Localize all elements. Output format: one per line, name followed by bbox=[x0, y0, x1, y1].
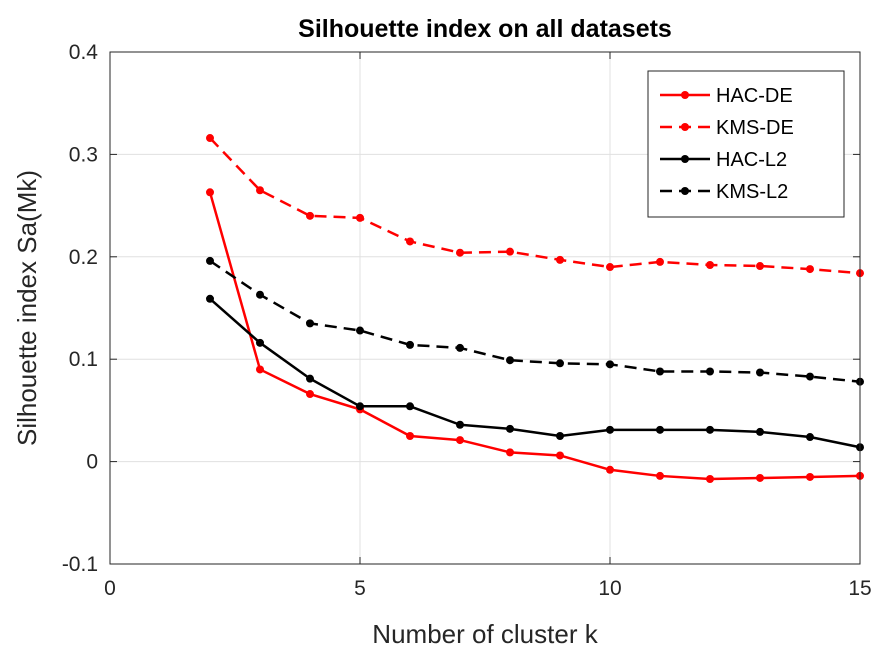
data-point-hac-l2 bbox=[406, 402, 414, 411]
data-point-hac-l2 bbox=[206, 294, 214, 303]
data-point-kms-l2 bbox=[256, 290, 264, 299]
data-point-hac-de bbox=[806, 472, 814, 481]
series-line-hac-de bbox=[208, 191, 861, 481]
data-point-hac-l2 bbox=[806, 433, 814, 442]
data-point-hac-de bbox=[256, 365, 264, 374]
legend-item-hac-l2: HAC-L2 bbox=[660, 149, 787, 171]
data-point-hac-l2 bbox=[306, 374, 314, 383]
data-point-hac-l2 bbox=[706, 425, 714, 434]
data-point-kms-l2 bbox=[506, 356, 514, 365]
legend-marker-kms-l2 bbox=[681, 187, 689, 195]
data-point-kms-l2 bbox=[756, 368, 764, 377]
data-point-kms-l2 bbox=[306, 319, 314, 328]
axis-ticks: 0 5 10 15 -0.1 0 0.1 0.2 0.3 0.4 bbox=[62, 41, 872, 600]
data-point-kms-de bbox=[606, 263, 614, 272]
data-point-kms-de bbox=[656, 257, 664, 266]
legend-marker-kms-de bbox=[681, 123, 689, 131]
data-point-hac-l2 bbox=[556, 432, 564, 440]
data-point-hac-de bbox=[606, 465, 614, 474]
data-point-hac-de bbox=[556, 451, 564, 460]
data-point-kms-l2 bbox=[356, 326, 364, 335]
data-point-kms-l2 bbox=[606, 360, 614, 369]
series-kms-l2 bbox=[206, 256, 864, 386]
plot-frame bbox=[109, 51, 861, 565]
data-point-kms-de bbox=[306, 211, 314, 220]
legend-marker-hac-l2 bbox=[681, 155, 689, 163]
series-line-kms-l2 bbox=[209, 259, 861, 383]
data-point-kms-de bbox=[506, 247, 514, 256]
x-axis-label: Number of cluster k bbox=[372, 619, 598, 649]
data-point-hac-de bbox=[406, 432, 414, 440]
data-point-kms-de bbox=[206, 134, 214, 143]
x-tick-label: 15 bbox=[848, 577, 871, 600]
legend-item-kms-l2: KMS-L2 bbox=[660, 181, 788, 203]
chart-title: Silhouette index on all datasets bbox=[298, 15, 672, 43]
legend-item-hac-de: HAC-DE bbox=[660, 85, 793, 107]
legend: HAC-DE KMS-DE HAC-L2 KMS-L2 bbox=[647, 70, 845, 218]
data-point-hac-l2 bbox=[256, 338, 264, 347]
series-line-kms-de bbox=[209, 137, 861, 275]
data-point-hac-l2 bbox=[456, 420, 464, 429]
legend-label-kms-l2: KMS-L2 bbox=[716, 181, 788, 203]
data-point-hac-de bbox=[306, 390, 314, 399]
data-point-kms-de bbox=[756, 262, 764, 271]
legend-label-hac-de: HAC-DE bbox=[716, 85, 793, 107]
data-point-kms-de bbox=[356, 213, 364, 222]
data-point-hac-de bbox=[506, 448, 514, 457]
data-point-kms-de bbox=[706, 260, 714, 269]
data-point-hac-l2 bbox=[656, 425, 664, 434]
data-point-hac-de bbox=[456, 436, 464, 445]
series-line-hac-l2 bbox=[209, 297, 861, 449]
y-axis-label: Silhouette index Sa(Mk) bbox=[12, 170, 42, 446]
data-point-hac-de bbox=[706, 475, 714, 484]
series-hac-l2 bbox=[206, 294, 864, 452]
y-tick-label: 0.1 bbox=[69, 348, 98, 371]
data-point-hac-l2 bbox=[606, 425, 614, 434]
data-point-hac-l2 bbox=[756, 427, 764, 436]
y-tick-label: 0.4 bbox=[69, 41, 99, 64]
data-point-kms-l2 bbox=[206, 256, 214, 265]
data-point-kms-l2 bbox=[806, 372, 814, 381]
legend-label-hac-l2: HAC-L2 bbox=[716, 149, 787, 171]
data-point-hac-de bbox=[206, 188, 214, 197]
data-point-kms-de bbox=[556, 255, 564, 264]
data-point-kms-de bbox=[456, 248, 464, 257]
y-tick-label: 0 bbox=[86, 451, 98, 474]
y-tick-label: 0.2 bbox=[69, 246, 98, 269]
data-point-kms-l2 bbox=[556, 359, 564, 368]
data-point-kms-de bbox=[256, 186, 264, 195]
x-tick-label: 0 bbox=[104, 577, 116, 600]
data-point-hac-l2 bbox=[506, 424, 514, 433]
legend-label-kms-de: KMS-DE bbox=[716, 117, 794, 139]
data-point-kms-de bbox=[806, 265, 814, 274]
x-tick-label: 5 bbox=[354, 577, 366, 600]
data-point-hac-l2 bbox=[356, 402, 364, 411]
legend-item-kms-de: KMS-DE bbox=[660, 117, 794, 139]
data-point-kms-l2 bbox=[456, 343, 464, 352]
series-kms-de bbox=[206, 134, 864, 278]
data-point-hac-de bbox=[756, 473, 764, 482]
data-point-hac-de bbox=[656, 471, 664, 480]
y-tick-label: 0.3 bbox=[69, 143, 98, 166]
x-tick-label: 10 bbox=[598, 577, 621, 600]
data-point-kms-l2 bbox=[706, 367, 714, 376]
legend-marker-hac-de bbox=[681, 91, 689, 99]
data-point-kms-de bbox=[406, 237, 414, 246]
y-tick-label: -0.1 bbox=[62, 553, 98, 576]
data-point-kms-l2 bbox=[406, 340, 414, 349]
data-point-kms-l2 bbox=[656, 367, 664, 376]
